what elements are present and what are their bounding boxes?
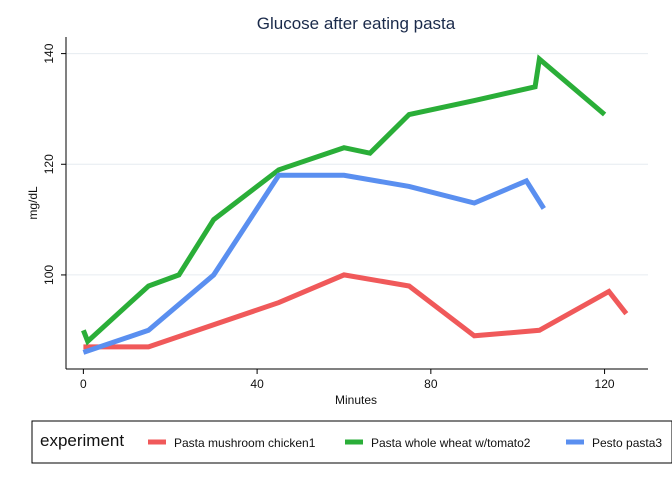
series-line-2	[81, 54, 607, 346]
legend-label-3: Pesto pasta3	[592, 436, 662, 450]
x-tick-label: 120	[595, 377, 615, 391]
y-axis-title: mg/dL	[26, 186, 40, 220]
x-axis-ticks: 0 40 80 120	[80, 369, 615, 391]
y-tick-label: 140	[42, 43, 56, 63]
legend-label-2: Pasta whole wheat w/tomato2	[371, 436, 531, 450]
x-axis-title: Minutes	[335, 393, 377, 407]
legend: experiment Pasta mushroom chicken1 Pasta …	[31, 420, 672, 464]
legend-label-1: Pasta mushroom chicken1	[174, 436, 316, 450]
legend-items: Pasta mushroom chicken1 Pasta whole wheat…	[148, 436, 662, 450]
plot-area: 100 120 140 0 40 80 120	[42, 37, 648, 391]
x-tick-label: 0	[80, 377, 87, 391]
series-line-1	[83, 272, 629, 350]
series-line-3	[82, 172, 546, 355]
series-lines	[81, 54, 629, 355]
x-tick-label: 40	[250, 377, 264, 391]
legend-title: experiment	[40, 431, 124, 450]
y-tick-label: 100	[42, 265, 56, 285]
plot-background	[66, 37, 648, 369]
x-tick-label: 80	[424, 377, 438, 391]
chart-title: Glucose after eating pasta	[257, 14, 456, 33]
y-axis-ticks: 100 120 140	[42, 43, 66, 285]
y-tick-label: 120	[42, 154, 56, 174]
